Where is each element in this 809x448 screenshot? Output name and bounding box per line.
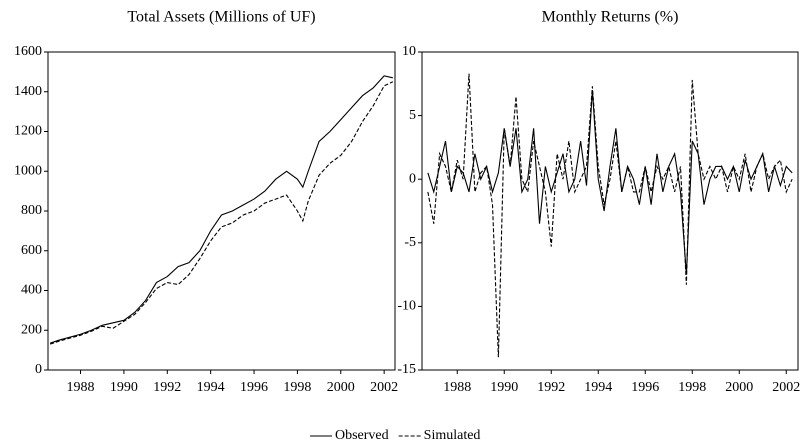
y-tick-label: 1200	[14, 124, 42, 139]
y-tick-label: 600	[21, 243, 42, 258]
y-tick-label: 200	[21, 322, 42, 337]
x-tick-label: 1992	[537, 380, 565, 395]
x-tick-label: 1996	[240, 380, 268, 395]
y-tick-label: 0	[409, 171, 416, 186]
chart-title: Monthly Returns (%)	[542, 9, 679, 26]
series-line	[49, 75, 393, 344]
y-tick-label: -15	[397, 362, 416, 377]
x-tick-label: 1990	[110, 380, 138, 395]
x-tick-label: 1998	[678, 380, 706, 395]
x-tick-label: 2002	[772, 380, 800, 395]
legend-label: Observed	[335, 428, 389, 443]
y-tick-label: 0	[35, 362, 42, 377]
y-tick-label: 1600	[14, 44, 42, 59]
chart-title: Total Assets (Millions of UF)	[127, 9, 315, 26]
y-tick-label: 800	[21, 203, 42, 218]
x-tick-label: 1996	[631, 380, 659, 395]
x-tick-label: 1988	[67, 380, 95, 395]
series-line	[49, 81, 394, 345]
x-tick-label: 1994	[584, 380, 612, 395]
y-tick-label: 1400	[14, 84, 42, 99]
x-tick-label: 2000	[725, 380, 753, 395]
x-tick-label: 1994	[197, 380, 225, 395]
plot-frame	[47, 51, 396, 371]
y-tick-label: 400	[21, 283, 42, 298]
y-tick-label: -10	[397, 299, 416, 314]
series-line	[427, 73, 793, 358]
x-tick-label: 2000	[327, 380, 355, 395]
x-tick-label: 1990	[490, 380, 518, 395]
x-tick-label: 1992	[153, 380, 181, 395]
x-tick-label: 1998	[283, 380, 311, 395]
x-tick-label: 1988	[443, 380, 471, 395]
x-tick-label: 2002	[370, 380, 398, 395]
legend-label: Simulated	[424, 428, 481, 443]
y-tick-label: 5	[409, 108, 416, 123]
series-line	[427, 90, 793, 275]
y-tick-label: 10	[402, 44, 416, 59]
y-tick-label: -5	[404, 235, 416, 250]
plot-frame	[421, 51, 799, 371]
y-tick-label: 1000	[14, 163, 42, 178]
